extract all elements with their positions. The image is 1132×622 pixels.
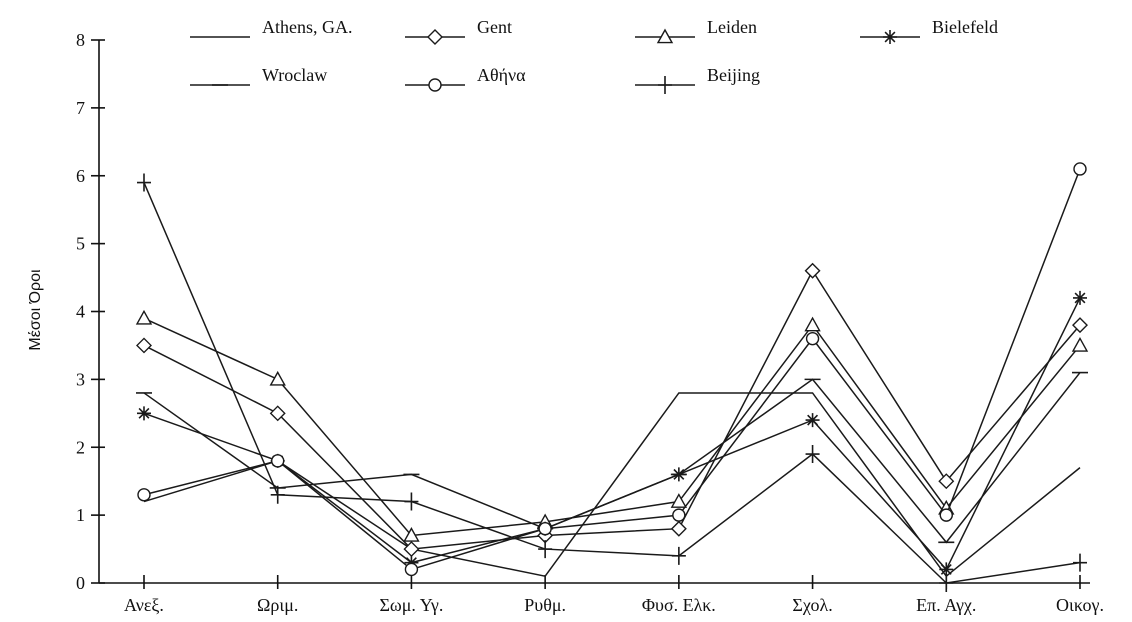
y-tick-label: 4 [76,302,85,322]
data-point [271,454,285,468]
series-1 [136,262,1088,558]
legend-item: Gent [405,17,512,45]
data-point [135,309,153,325]
data-point [404,555,419,570]
data-point [939,508,953,522]
legend-item: Bielefeld [860,17,998,44]
legend-label: Wroclaw [262,65,327,85]
data-point [1073,553,1087,572]
series-2 [135,309,1089,542]
legend-label: Beijing [707,65,760,85]
data-point [670,520,687,537]
data-point [269,405,286,422]
x-tick-label: Οικογ. [1056,595,1104,615]
x-tick-label: Επ. Αγχ. [916,595,976,615]
data-point [1072,317,1088,334]
legend-label: Αθήνα [477,65,526,85]
data-point [404,562,419,577]
series-3 [137,290,1087,577]
legend-item: Αθήνα [405,65,526,92]
x-axis-ticks: Ανεξ. Ωριμ. Σωμ. Υγ. Ρυθμ. Φυσ. Ελκ. Σχολ. Επ.… [124,575,1104,615]
x-tick-label: Φυσ. Ελκ. [642,595,716,615]
legend-marker [428,78,442,92]
x-tick-label: Σωμ. Υγ. [379,595,443,615]
series-6 [137,173,1087,592]
data-point [403,527,420,542]
data-point [1073,290,1087,305]
legend-label: Bielefeld [932,17,998,37]
legend-marker [656,28,674,44]
data-point [939,562,954,577]
data-point [538,540,553,559]
data-point [805,413,820,428]
y-tick-label: 5 [76,234,85,254]
legend-item: Beijing [635,65,760,94]
legend-marker [883,30,897,44]
data-point [137,173,151,192]
legend: Athens, GA. Gent Leiden Bielefeld Wroclaw Αθή… [190,17,998,94]
y-tick-label: 2 [76,437,85,457]
y-axis-ticks: 0 1 2 3 4 5 6 7 8 [76,30,105,593]
x-tick-label: Ωριμ. [257,595,298,615]
series-5 [137,162,1087,577]
data-point [670,493,688,508]
series-line [143,168,1081,571]
data-point [137,488,151,502]
data-point [404,492,419,511]
series-line [143,317,1081,537]
data-point [939,574,954,592]
legend-label: Leiden [707,17,757,37]
data-point [269,370,286,386]
legend-item: Athens, GA. [190,17,353,38]
y-tick-label: 1 [76,505,85,525]
y-tick-label: 3 [76,369,85,389]
data-point [136,337,152,354]
data-point [805,445,820,464]
x-tick-label: Ανεξ. [124,595,164,615]
y-axis-title: Μέσοι Όροι [27,269,44,351]
data-point [804,316,821,332]
legend-marker [427,29,443,45]
series-line [143,372,1081,544]
data-point [538,522,552,536]
legend-label: Athens, GA. [262,17,353,37]
data-point [805,331,820,346]
legend-marker [658,76,672,94]
data-point [938,473,955,490]
data-point [671,546,686,565]
legend-item: Wroclaw [190,65,327,86]
data-point [672,508,686,522]
series-line [143,269,1081,550]
legend-item: Leiden [635,17,757,44]
data-point [804,262,821,279]
data-point [1073,162,1087,176]
x-tick-label: Ρυθμ. [524,595,566,615]
x-tick-label: Σχολ. [792,595,832,615]
data-point [270,485,285,504]
y-tick-label: 7 [76,98,85,118]
series-0 [143,392,1081,578]
y-tick-label: 8 [76,30,85,50]
data-point [137,406,151,421]
data-point [1071,336,1089,352]
y-tick-label: 0 [76,573,85,593]
series-line [143,297,1081,571]
y-tick-label: 6 [76,166,85,186]
series-line [143,392,1081,578]
series-group [135,162,1089,592]
legend-label: Gent [477,17,512,37]
series-line [143,182,1081,584]
